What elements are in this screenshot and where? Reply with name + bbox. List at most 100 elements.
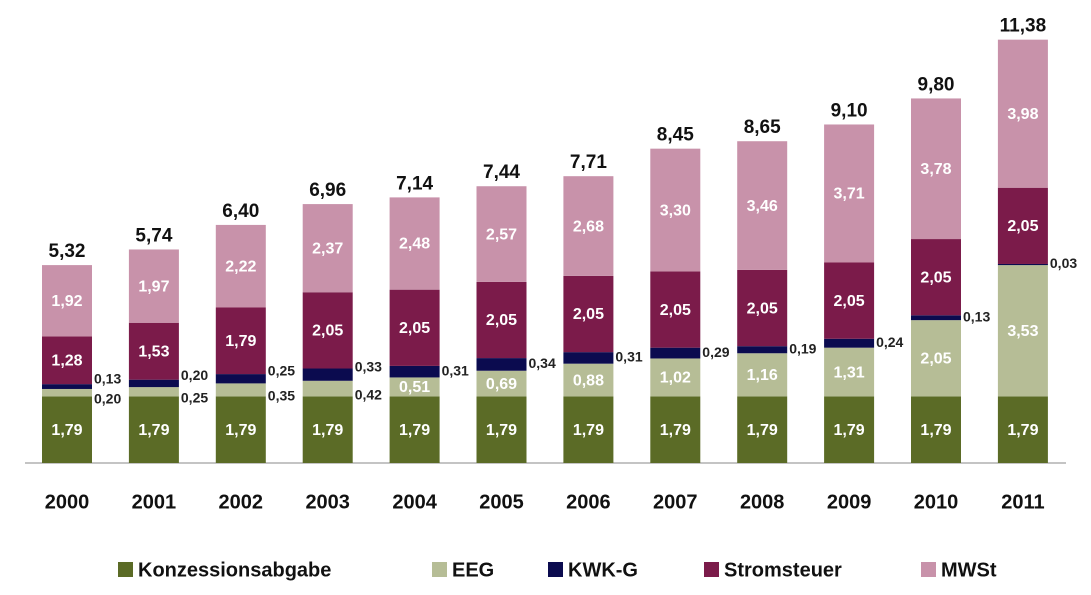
value-label: 0,24 xyxy=(876,334,903,350)
value-label: 1,79 xyxy=(225,333,256,350)
value-label: 2,05 xyxy=(920,351,951,368)
value-label: 1,79 xyxy=(399,422,430,439)
bar-segment xyxy=(911,396,961,463)
value-label: 2,05 xyxy=(1007,218,1038,235)
total-label: 9,10 xyxy=(831,100,868,121)
value-label: 1,79 xyxy=(573,422,604,439)
bar-segment xyxy=(42,384,92,389)
bar-segment xyxy=(128,396,179,463)
legend-label: Stromsteuer xyxy=(724,559,842,581)
x-tick-label: 2002 xyxy=(219,491,264,513)
value-label: 1,79 xyxy=(747,422,778,439)
x-tick-label: 2011 xyxy=(1001,491,1044,513)
bar-segment xyxy=(128,379,179,388)
value-label: 2,05 xyxy=(834,293,865,310)
bar-segment xyxy=(215,374,266,384)
bar-segment xyxy=(302,292,353,369)
value-label: 3,46 xyxy=(747,198,778,215)
legend-label: KWK-G xyxy=(568,559,638,581)
bar-segment xyxy=(997,265,1048,397)
bar-segment xyxy=(650,396,701,463)
legend-label: EEG xyxy=(452,559,494,581)
bar-segment xyxy=(215,307,266,375)
bar-segment xyxy=(737,346,788,354)
bar-segment xyxy=(997,39,1048,188)
bar-segment xyxy=(302,368,353,381)
bar-segment xyxy=(997,263,1048,266)
value-label: 1,79 xyxy=(1007,422,1038,439)
value-label: 0,35 xyxy=(268,388,295,404)
legend-label: Konzessionsabgabe xyxy=(138,559,331,581)
value-label: 3,53 xyxy=(1007,323,1038,340)
bar-segment xyxy=(737,269,788,347)
legend-swatch xyxy=(548,562,563,577)
bar-segment xyxy=(128,322,179,380)
value-label: 0,03 xyxy=(1050,255,1077,271)
value-label: 3,71 xyxy=(834,186,865,203)
total-label: 9,80 xyxy=(918,74,955,95)
value-label: 1,79 xyxy=(834,422,865,439)
bar-segment xyxy=(476,396,527,463)
bar-segment xyxy=(650,271,701,348)
bar-segment xyxy=(824,347,875,397)
value-label: 2,68 xyxy=(573,218,604,235)
bar-segment xyxy=(650,148,701,272)
total-label: 7,44 xyxy=(483,162,520,183)
value-label: 0,51 xyxy=(399,379,430,396)
bar-segment xyxy=(563,396,614,463)
value-label: 1,79 xyxy=(486,422,517,439)
bar-segment xyxy=(389,365,440,378)
total-label: 8,45 xyxy=(657,125,694,146)
bar-segment xyxy=(911,320,961,397)
bar-segment xyxy=(215,383,266,397)
total-label: 7,71 xyxy=(570,152,607,173)
bar-segment xyxy=(476,358,527,371)
value-label: 1,79 xyxy=(312,422,343,439)
total-label: 6,40 xyxy=(222,201,259,222)
x-tick-label: 2008 xyxy=(740,491,785,513)
value-label: 1,53 xyxy=(138,343,169,360)
value-label: 0,13 xyxy=(963,308,990,324)
bar-segment xyxy=(215,396,266,463)
bar-segment xyxy=(563,176,614,276)
bar-segment xyxy=(563,352,614,364)
x-tick-label: 2009 xyxy=(827,491,872,513)
total-label: 6,96 xyxy=(309,180,346,201)
bar-segment xyxy=(824,124,875,263)
x-tick-label: 2007 xyxy=(653,491,698,513)
value-label: 1,79 xyxy=(225,422,256,439)
total-label: 5,32 xyxy=(49,241,86,262)
bar-segment xyxy=(737,396,788,463)
value-label: 0,19 xyxy=(789,340,816,356)
value-label: 2,05 xyxy=(312,323,343,340)
bar-segment xyxy=(302,396,353,463)
value-label: 0,88 xyxy=(573,372,604,389)
bar-segment xyxy=(42,265,92,337)
total-label: 8,65 xyxy=(744,117,781,138)
legend-swatch xyxy=(921,562,936,577)
bar-segment xyxy=(42,336,92,385)
value-label: 1,79 xyxy=(51,422,82,439)
value-label: 1,31 xyxy=(834,364,865,381)
legend-label: MWSt xyxy=(941,559,997,581)
bar-segment xyxy=(389,377,440,397)
total-label: 5,74 xyxy=(135,225,172,246)
bar-segment xyxy=(824,396,875,463)
bar-segment xyxy=(476,370,527,397)
value-label: 2,05 xyxy=(747,300,778,317)
value-label: 1,28 xyxy=(51,353,82,370)
value-label: 3,78 xyxy=(920,161,951,178)
x-tick-label: 2006 xyxy=(566,491,611,513)
bar-segment xyxy=(737,353,788,397)
bar-segment xyxy=(997,187,1048,264)
bar-segment xyxy=(911,239,961,316)
bar-segment xyxy=(650,358,701,397)
bar-segment xyxy=(737,141,788,270)
bar-segment xyxy=(42,388,92,397)
bar-segment xyxy=(997,396,1048,463)
value-label: 1,02 xyxy=(660,370,691,387)
bar-segment xyxy=(650,347,701,359)
legend-swatch xyxy=(704,562,719,577)
x-tick-label: 2003 xyxy=(305,491,350,513)
